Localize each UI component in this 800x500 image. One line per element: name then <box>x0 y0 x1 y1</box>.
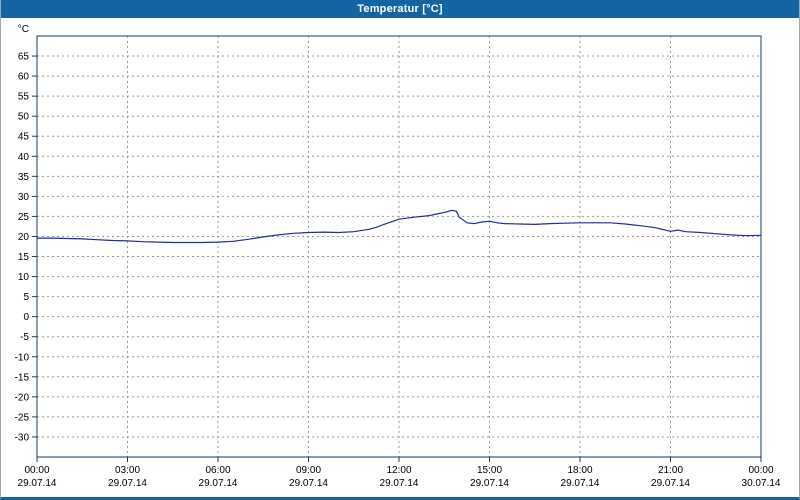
x-tick-time: 00:00 <box>748 465 773 476</box>
x-tick-time: 06:00 <box>205 465 230 476</box>
x-tick-time: 03:00 <box>115 465 140 476</box>
y-tick-label: -15 <box>15 372 30 383</box>
y-tick-label: 35 <box>18 172 30 183</box>
x-tick-date: 29.07.14 <box>199 478 238 489</box>
x-tick-date: 29.07.14 <box>380 478 419 489</box>
x-tick-date: 29.07.14 <box>561 478 600 489</box>
y-tick-label: 50 <box>18 112 30 123</box>
y-tick-label: -30 <box>15 432 30 443</box>
y-tick-label: 20 <box>18 232 30 243</box>
gridlines <box>37 36 761 457</box>
temperature-chart-canvas: 65605550454035302520151050-5-10-15-20-25… <box>15 24 781 489</box>
y-tick-label: -20 <box>15 392 30 403</box>
y-tick-label: 65 <box>18 52 30 63</box>
temperature-line <box>36 209 762 244</box>
y-tick-label: 55 <box>18 92 30 103</box>
x-axis-labels: 00:00 29.07.14 03:00 29.07.14 06:00 29.07.14 0… <box>18 465 781 489</box>
y-tick-label: 40 <box>18 152 30 163</box>
y-tick-label: 30 <box>18 192 30 203</box>
x-tick-time: 18:00 <box>567 465 592 476</box>
x-tick-date: 29.07.14 <box>470 478 509 489</box>
y-tick-label: 25 <box>18 212 30 223</box>
axis-ticks <box>32 55 762 462</box>
y-tick-label: 15 <box>18 252 30 263</box>
y-tick-label: 10 <box>18 272 30 283</box>
y-tick-label: 5 <box>23 292 29 303</box>
x-tick-time: 00:00 <box>24 465 49 476</box>
x-tick-date: 29.07.14 <box>651 478 690 489</box>
plot-border <box>36 35 762 458</box>
x-tick-time: 09:00 <box>296 465 321 476</box>
y-tick-label: 0 <box>23 312 29 323</box>
x-tick-date: 29.07.14 <box>108 478 147 489</box>
x-tick-date: 29.07.14 <box>289 478 328 489</box>
x-tick-date: 29.07.14 <box>18 478 57 489</box>
y-tick-label: 45 <box>18 132 30 143</box>
window-title: Temperatur [°C] <box>357 3 443 15</box>
x-tick-time: 15:00 <box>477 465 502 476</box>
x-tick-time: 12:00 <box>386 465 411 476</box>
x-tick-date: 30.07.14 <box>742 478 781 489</box>
y-axis-labels: 65605550454035302520151050-5-10-15-20-25… <box>15 52 30 444</box>
y-tick-label: -25 <box>15 412 30 423</box>
window-title-bar: Temperatur [°C] <box>1 0 799 18</box>
y-axis-unit-label: °C <box>18 24 29 35</box>
temperature-chart: 65 60 55 50 45 40 35 30 25 20 15 10 5 0 -5 -10 -15 -20 -25… <box>1 18 799 497</box>
y-tick-label: -10 <box>15 352 30 363</box>
y-tick-label: 60 <box>18 72 30 83</box>
y-tick-label: -5 <box>20 332 29 343</box>
x-tick-time: 21:00 <box>658 465 683 476</box>
